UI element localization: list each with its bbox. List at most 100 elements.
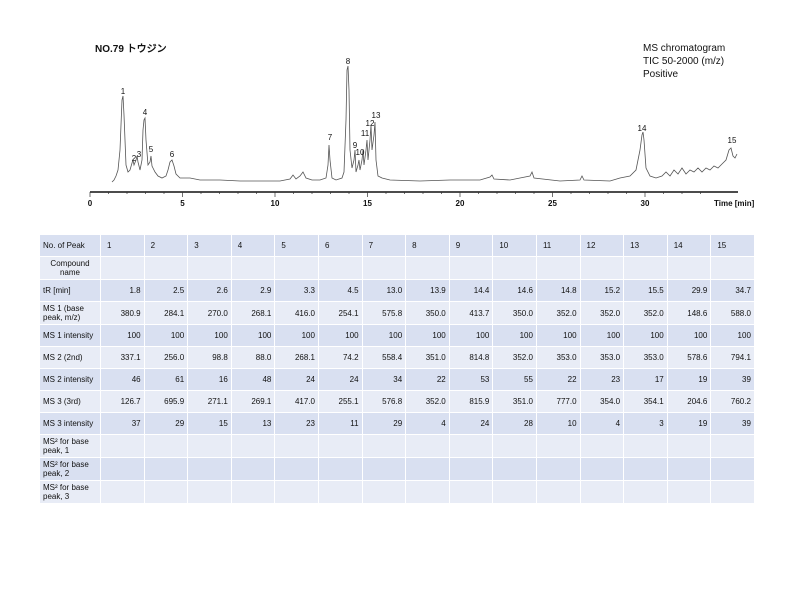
table-cell xyxy=(623,480,668,504)
table-cell: 24 xyxy=(317,368,363,391)
table-cell xyxy=(100,434,145,458)
table-cell: 4 xyxy=(405,412,450,435)
row-label: MS 3 intensity xyxy=(39,412,101,435)
table-cell: 695.9 xyxy=(143,390,189,413)
table-row: tR [min] 1.8 2.5 2.6 2.9 3.3 4.5 13.0 13.9 14.4 14… xyxy=(39,279,755,302)
table-cell xyxy=(230,480,276,504)
table-cell xyxy=(274,434,319,458)
table-cell: 270.0 xyxy=(187,301,232,325)
table-row: MS 1 intensity 100 100 100 100 100 100 100 100 10… xyxy=(39,324,755,347)
peak-label: 2 xyxy=(132,154,137,163)
table-cell: 575.8 xyxy=(361,301,407,325)
table-cell: 100 xyxy=(492,324,537,347)
peak-number-cell: 10 xyxy=(492,234,537,257)
table-cell xyxy=(535,256,581,280)
table-cell: 13 xyxy=(230,412,276,435)
peak-data-table: No. of Peak 1 2 3 4 5 6 7 8 9 10 11 12 1… xyxy=(39,234,755,504)
table-cell xyxy=(187,434,232,458)
peak-label: 12 xyxy=(366,119,375,128)
table-cell: 271.1 xyxy=(187,390,232,413)
table-row: MS² for base peak, 2 xyxy=(39,457,755,481)
table-cell: 22 xyxy=(405,368,450,391)
table-cell xyxy=(274,256,319,280)
peak-label: 14 xyxy=(638,124,647,133)
table-cell: 2.9 xyxy=(230,279,276,302)
table-cell: 39 xyxy=(710,368,755,391)
row-label: tR [min] xyxy=(39,279,101,302)
table-cell: 98.8 xyxy=(187,346,232,369)
table-cell: 352.0 xyxy=(405,390,450,413)
table-cell: 100 xyxy=(405,324,450,347)
x-tick-label: 20 xyxy=(456,199,465,208)
table-cell: 255.1 xyxy=(317,390,363,413)
table-cell: 29 xyxy=(143,412,189,435)
peak-label: 4 xyxy=(143,108,148,117)
x-axis-ticks xyxy=(89,192,701,197)
table-cell: 777.0 xyxy=(535,390,581,413)
table-cell: 1.8 xyxy=(100,279,145,302)
peak-label: 6 xyxy=(170,150,175,159)
row-label: Compound name xyxy=(39,256,101,280)
table-cell: 100 xyxy=(274,324,319,347)
table-cell: 814.8 xyxy=(448,346,494,369)
row-label: MS 1 (base peak, m/z) xyxy=(39,301,101,325)
table-cell xyxy=(361,256,407,280)
chromatogram-info: MS chromatogram TIC 50-2000 (m/z) Positi… xyxy=(643,42,725,81)
peak-number-cell: 1 xyxy=(100,234,145,257)
table-cell: 352.0 xyxy=(492,346,537,369)
table-cell: 19 xyxy=(666,412,712,435)
table-cell: 576.8 xyxy=(361,390,407,413)
document-title: NO.79 トウジン xyxy=(95,44,167,55)
table-cell: 3.3 xyxy=(274,279,319,302)
table-cell: 74.2 xyxy=(317,346,363,369)
table-cell xyxy=(405,480,450,504)
peak-number-cell: 9 xyxy=(448,234,494,257)
table-cell: 100 xyxy=(579,324,625,347)
row-label: MS² for base peak, 3 xyxy=(39,480,101,504)
table-cell xyxy=(579,480,625,504)
table-cell xyxy=(100,480,145,504)
table-cell: 353.0 xyxy=(623,346,668,369)
table-cell: 794.1 xyxy=(710,346,755,369)
table-cell xyxy=(492,434,537,458)
table-cell: 284.1 xyxy=(143,301,189,325)
table-cell: 100 xyxy=(361,324,407,347)
table-cell xyxy=(143,480,189,504)
table-cell: 815.9 xyxy=(448,390,494,413)
table-cell xyxy=(317,434,363,458)
peak-number-cell: 4 xyxy=(230,234,276,257)
table-row: MS 3 (3rd) 126.7 695.9 271.1 269.1 417.0 255.1… xyxy=(39,390,755,413)
table-cell: 16 xyxy=(187,368,232,391)
chromatogram-trace xyxy=(111,65,738,183)
table-cell: 760.2 xyxy=(710,390,755,413)
table-cell: 100 xyxy=(710,324,755,347)
table-cell xyxy=(187,457,232,481)
table-cell: 416.0 xyxy=(274,301,319,325)
table-cell xyxy=(492,256,537,280)
row-label: MS 1 intensity xyxy=(39,324,101,347)
table-cell: 204.6 xyxy=(666,390,712,413)
chromatogram-info-range: TIC 50-2000 (m/z) xyxy=(643,56,725,67)
table-cell: 268.1 xyxy=(274,346,319,369)
x-tick-label: 25 xyxy=(548,199,557,208)
table-row: MS 1 (base peak, m/z) 380.9 284.1 270.0 268.… xyxy=(39,301,755,325)
table-cell: 13.9 xyxy=(405,279,450,302)
table-cell xyxy=(317,480,363,504)
table-cell: 254.1 xyxy=(317,301,363,325)
table-cell: 4 xyxy=(579,412,625,435)
table-cell: 19 xyxy=(666,368,712,391)
table-cell xyxy=(710,434,755,458)
peak-label: 3 xyxy=(137,150,142,159)
x-tick-label: 0 xyxy=(88,199,93,208)
table-cell: 11 xyxy=(317,412,363,435)
table-cell: 100 xyxy=(535,324,581,347)
table-cell: 353.0 xyxy=(579,346,625,369)
peak-number-cell: 2 xyxy=(143,234,189,257)
table-cell: 352.0 xyxy=(623,301,668,325)
table-cell xyxy=(492,480,537,504)
table-cell xyxy=(143,457,189,481)
table-cell: 413.7 xyxy=(448,301,494,325)
table-cell: 10 xyxy=(535,412,581,435)
table-cell: 354.1 xyxy=(623,390,668,413)
table-cell: 354.0 xyxy=(579,390,625,413)
